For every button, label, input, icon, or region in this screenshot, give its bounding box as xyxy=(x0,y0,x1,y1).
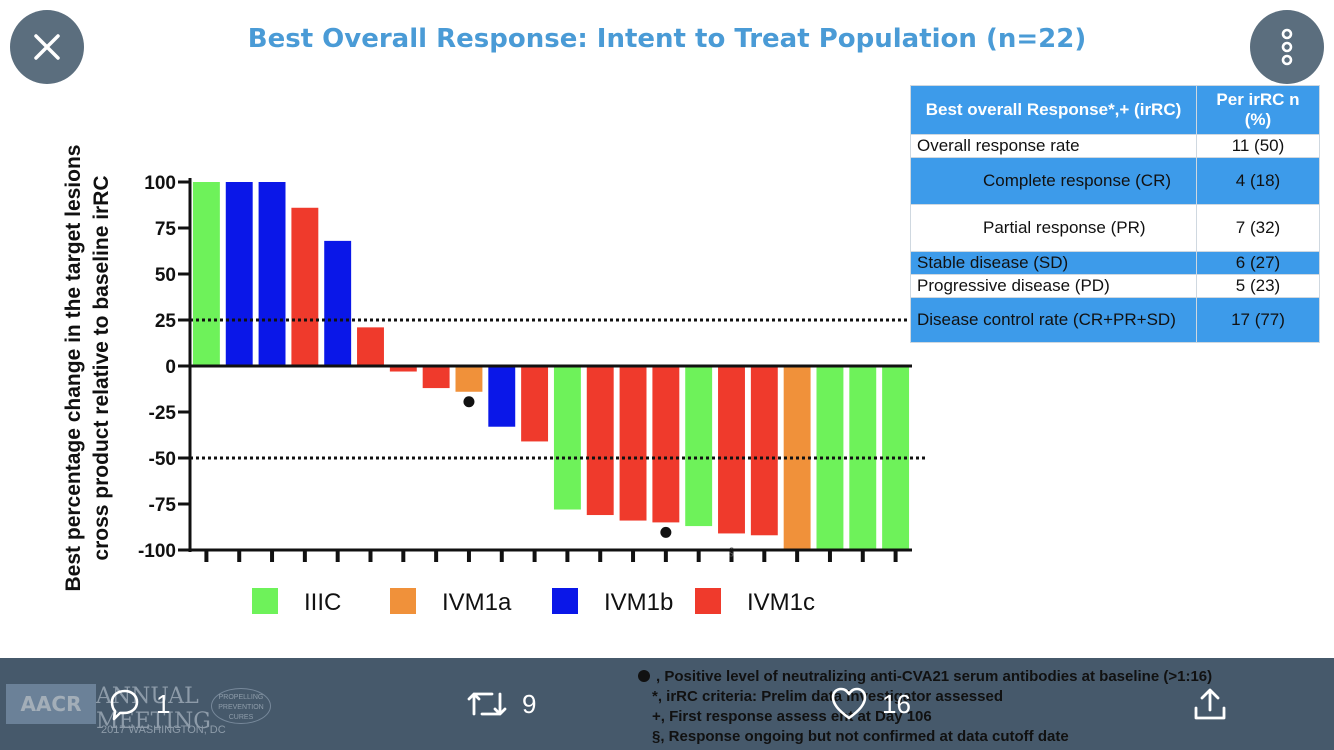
row-value: 5 (23) xyxy=(1196,274,1320,298)
y-tick-label: 75 xyxy=(155,219,177,240)
bar-ivm1b xyxy=(258,182,286,366)
bar-ivm1c xyxy=(521,366,549,442)
table-header-response: Best overall Response*,+ (irRC) xyxy=(910,85,1197,135)
reply-icon xyxy=(110,689,139,721)
bar-ivm1a xyxy=(455,366,483,392)
y-tick-label: -50 xyxy=(149,449,176,470)
table-row: Partial response (PR) 7 (32) xyxy=(910,204,1320,252)
legend-swatch-iiic xyxy=(252,588,278,614)
like-count: 16 xyxy=(882,688,911,719)
tagline-badge: PROPELLING PREVENTION CURES xyxy=(211,688,271,724)
reply-button[interactable]: 1 xyxy=(106,686,170,722)
more-vertical-icon xyxy=(1281,28,1293,66)
close-button[interactable] xyxy=(10,10,84,84)
y-tick-label: 0 xyxy=(165,357,176,378)
bar-iiic xyxy=(192,182,220,366)
footnote: *, irRC criteria: Prelim data investigat… xyxy=(652,688,1003,705)
y-tick-label: 50 xyxy=(155,265,176,286)
bar-ivm1c xyxy=(291,207,319,366)
y-axis-label: cross product relative to baseline irRC xyxy=(90,175,113,560)
y-tick-label: -100 xyxy=(138,541,176,562)
table-row: Overall response rate 11 (50) xyxy=(910,134,1320,158)
retweet-count: 9 xyxy=(522,688,537,719)
dot-bullet-icon xyxy=(638,670,650,682)
more-options-button[interactable] xyxy=(1250,10,1324,84)
bar-ivm1c xyxy=(718,366,745,534)
table-row: Disease control rate (CR+PR+SD) 17 (77) xyxy=(910,297,1320,343)
bar-ivm1c xyxy=(357,327,384,366)
legend-swatch-ivm1a xyxy=(390,588,416,614)
row-value: 4 (18) xyxy=(1196,157,1320,205)
row-label: Progressive disease (PD) xyxy=(910,274,1197,298)
meeting-year: 2017 WASHINGTON, DC xyxy=(101,724,226,736)
row-label: Complete response (CR) xyxy=(910,157,1197,205)
bar-ivm1b xyxy=(225,182,253,366)
row-value: 17 (77) xyxy=(1196,297,1320,343)
slide-title: Best Overall Response: Intent to Treat P… xyxy=(247,24,1087,54)
y-tick-label: 25 xyxy=(155,311,177,332)
legend-label: IIIC xyxy=(304,589,341,616)
aacr-wordmark: AACR xyxy=(6,684,96,724)
bar-ivm1c xyxy=(389,366,417,372)
heart-icon xyxy=(831,687,867,720)
legend-label: IVM1a xyxy=(442,589,512,616)
legend-swatch-ivm1b xyxy=(552,588,578,614)
footnote: +, First response assess ent at Day 106 xyxy=(652,708,932,725)
y-tick-label: -25 xyxy=(149,403,177,424)
row-label: Disease control rate (CR+PR+SD) xyxy=(910,297,1197,343)
bar-ivm1b xyxy=(488,366,516,427)
antibody-dot-marker xyxy=(660,526,672,538)
reply-count: 1 xyxy=(156,688,171,719)
y-axis-label: Best percentage change in the target les… xyxy=(62,145,85,592)
row-value: 11 (50) xyxy=(1196,134,1320,158)
y-tick-label: 100 xyxy=(144,173,176,194)
response-table: Best overall Response*,+ (irRC) Per irRC… xyxy=(910,85,1320,343)
bar-iiic xyxy=(685,366,713,527)
table-row: Progressive disease (PD) 5 (23) xyxy=(910,274,1320,298)
row-label: Overall response rate xyxy=(910,134,1197,158)
share-button[interactable] xyxy=(1192,686,1228,722)
bar-ivm1c xyxy=(652,366,680,523)
bar-ivm1c xyxy=(586,366,614,516)
row-label: Partial response (PR) xyxy=(910,204,1197,252)
bar-ivm1c xyxy=(750,366,778,536)
like-button[interactable]: 16 xyxy=(830,686,911,722)
bar-iiic xyxy=(553,366,581,510)
bar-ivm1b xyxy=(324,240,352,366)
aacr-logo: AACR ANNUAL MEETING 2017 WASHINGTON, DC … xyxy=(6,684,271,742)
legend-label: IVM1b xyxy=(604,589,673,616)
close-icon xyxy=(34,34,60,60)
legend-swatch-ivm1c xyxy=(695,588,721,614)
row-value: 6 (27) xyxy=(1196,251,1320,275)
table-row: Complete response (CR) 4 (18) xyxy=(910,157,1320,205)
table-header-row: Best overall Response*,+ (irRC) Per irRC… xyxy=(910,85,1320,135)
row-label: Stable disease (SD) xyxy=(910,251,1197,275)
share-icon xyxy=(1194,688,1226,720)
footnote: , Positive level of neutralizing anti-CV… xyxy=(638,668,1212,685)
waterfall-chart: Best percentage change in the target les… xyxy=(62,145,926,616)
bar-ivm1c xyxy=(619,366,647,521)
antibody-dot-marker xyxy=(463,396,475,408)
row-value: 7 (32) xyxy=(1196,204,1320,252)
footnote: §, Response ongoing but not confirmed at… xyxy=(652,728,1069,745)
table-header-per-irrc: Per irRC n (%) xyxy=(1196,85,1320,135)
table-row: Stable disease (SD) 6 (27) xyxy=(910,251,1320,275)
retweet-button[interactable]: 9 xyxy=(466,686,536,722)
section-marker: § xyxy=(729,545,735,558)
y-tick-label: -75 xyxy=(149,495,177,516)
retweet-icon xyxy=(467,692,507,716)
bar-ivm1c xyxy=(422,366,450,389)
legend-label: IVM1c xyxy=(747,589,815,616)
